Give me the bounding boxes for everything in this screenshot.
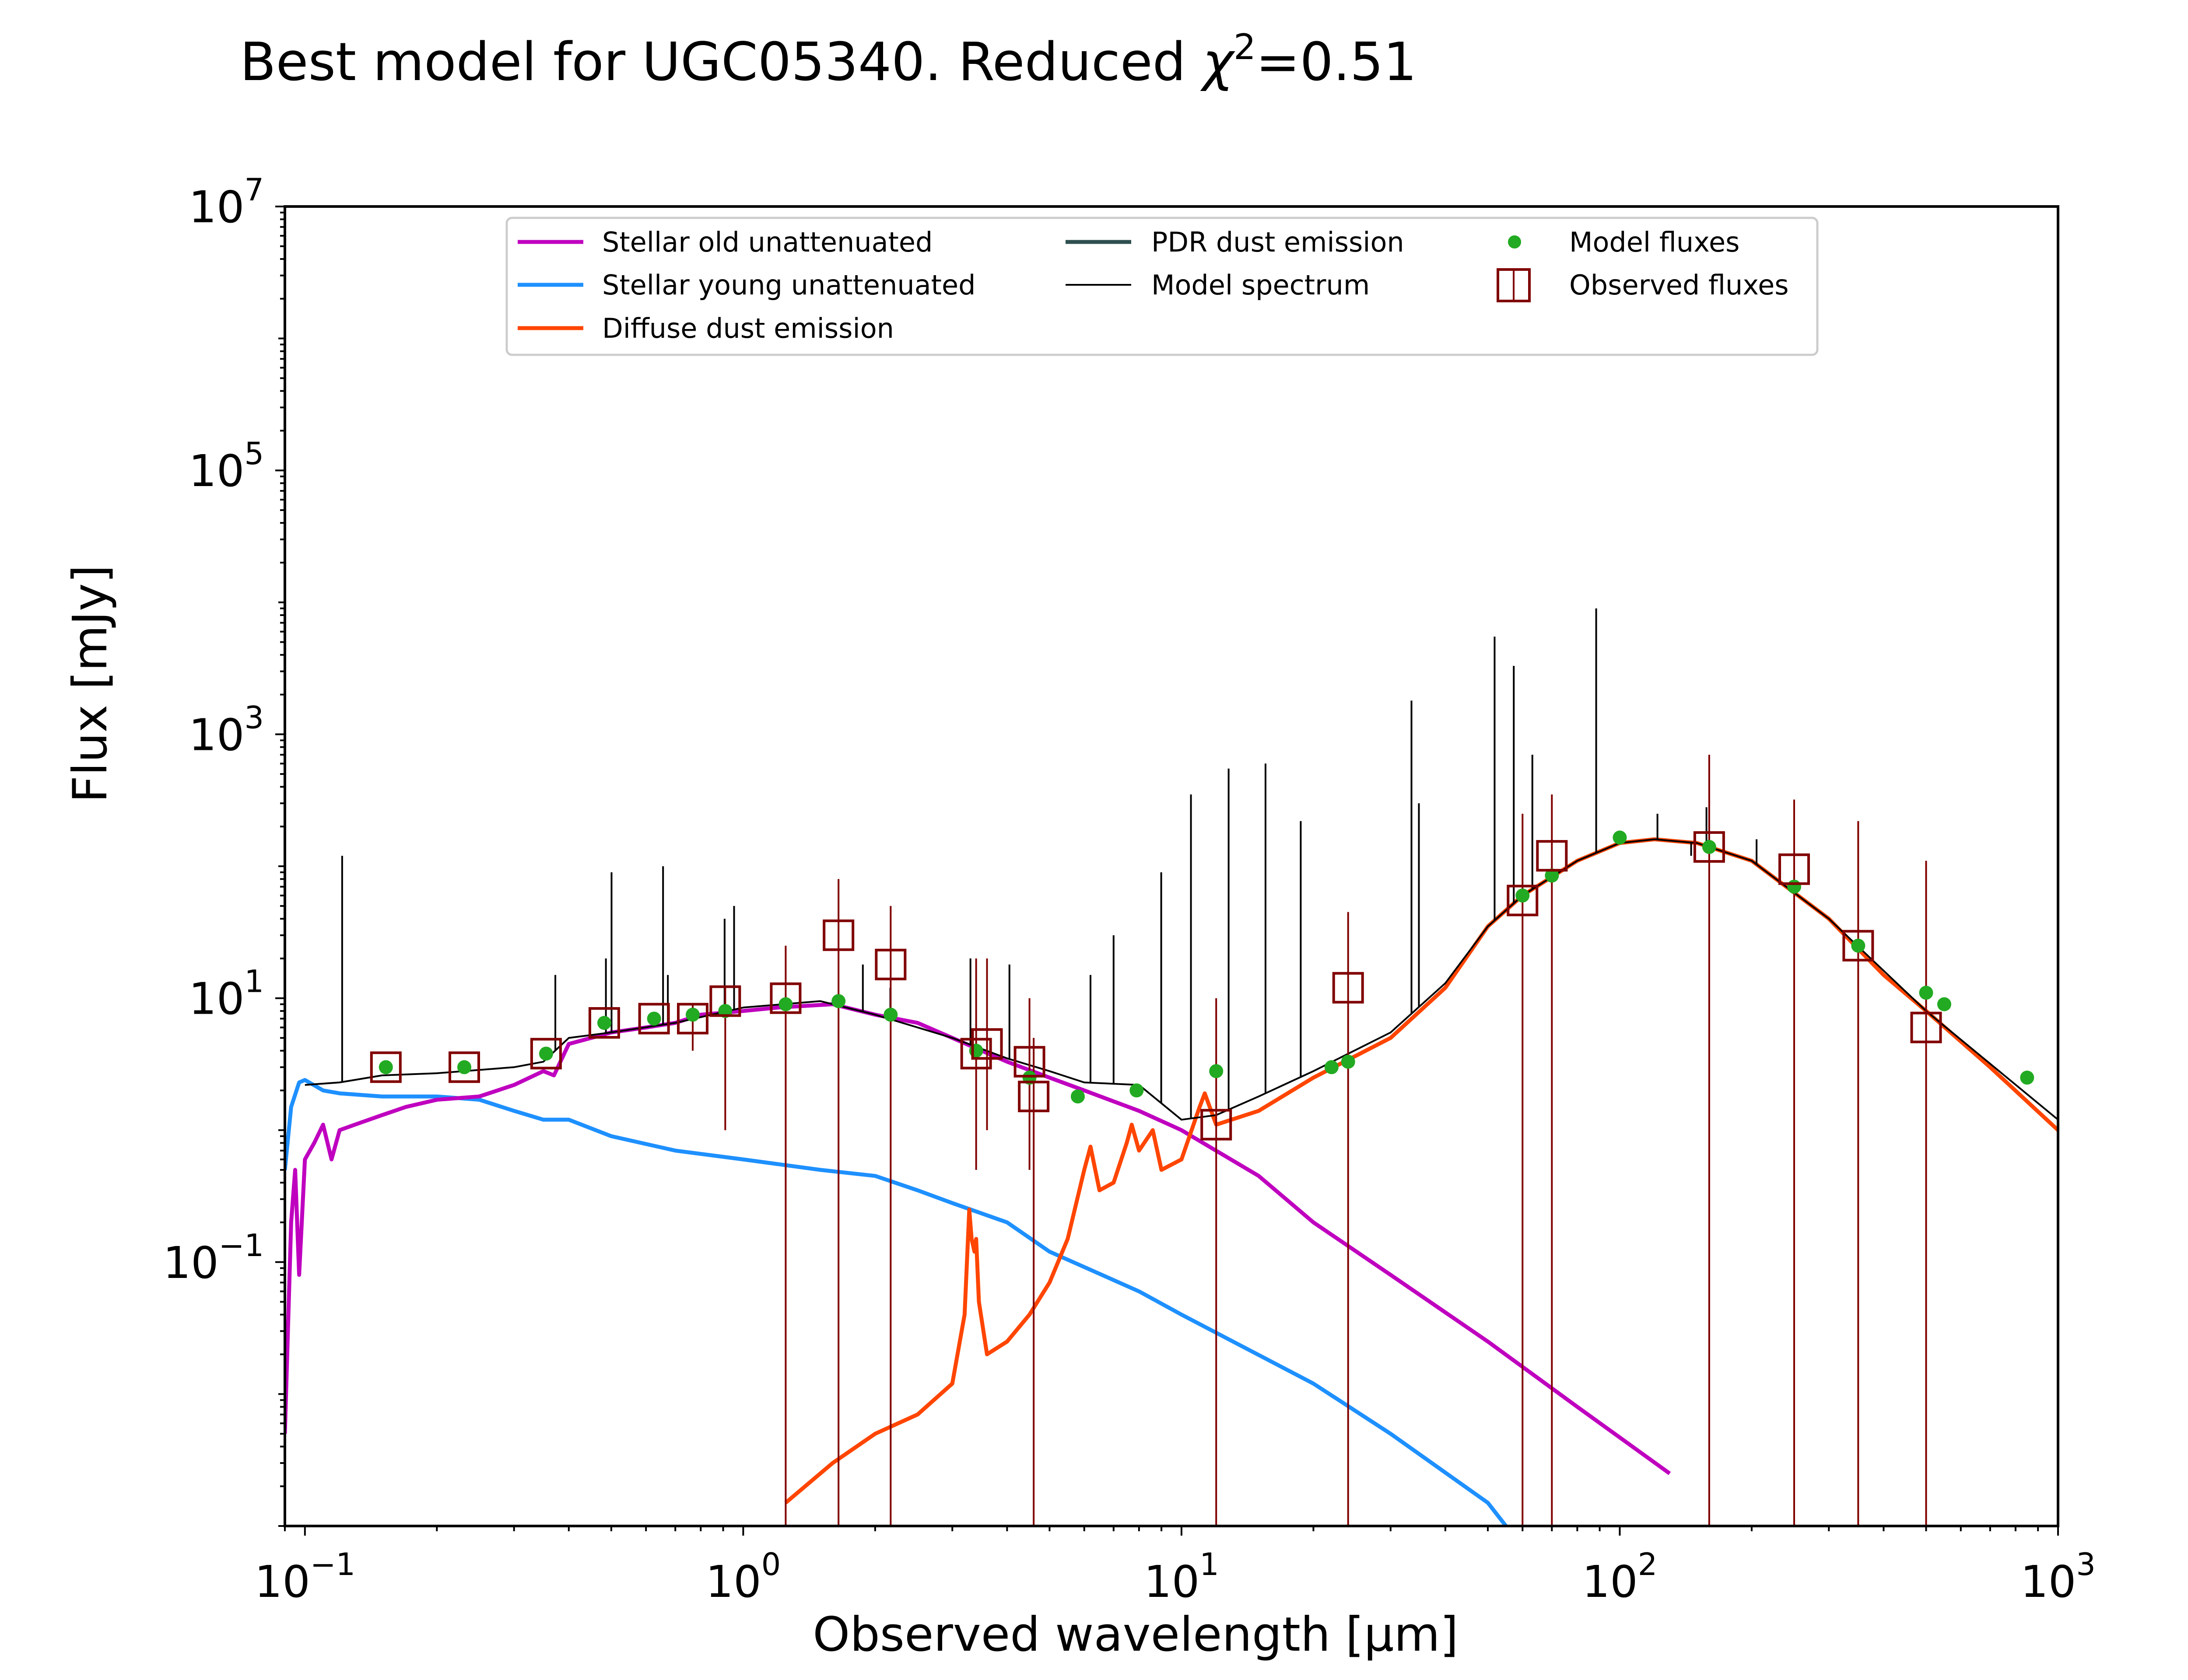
y-tick-label: 101 [189, 964, 264, 1025]
legend: Stellar old unattenuated Stellar young u… [505, 217, 1819, 356]
model-flux-point [2020, 1071, 2034, 1085]
model-flux-point [1919, 986, 1933, 1000]
model-flux-point [1209, 1064, 1224, 1078]
y-axis-label: Flux [mJy] [63, 565, 118, 803]
legend-label-diffuse-dust: Diffuse dust emission [602, 312, 894, 344]
observed-flux-marker [1013, 1046, 1045, 1078]
x-tick-label: 103 [2020, 1547, 2096, 1607]
observed-flux-marker [1910, 1012, 1942, 1043]
observed-flux-marker [1536, 840, 1568, 872]
model-flux-point [1129, 1083, 1144, 1098]
model-flux-point [1070, 1089, 1085, 1104]
observed-flux-marker [370, 1051, 402, 1083]
model-flux-point [1702, 840, 1716, 854]
legend-label-pdr-dust: PDR dust emission [1151, 226, 1404, 258]
model-flux-point [778, 997, 793, 1012]
observed-flux-marker [638, 1003, 670, 1035]
observed-flux-marker [677, 1003, 708, 1035]
model-flux-point [1545, 868, 1559, 883]
x-tick-label: 10−1 [255, 1547, 355, 1607]
legend-label-stellar-old: Stellar old unattenuated [602, 226, 933, 258]
x-axis-label: Observed wavelength [μm] [813, 1607, 1459, 1662]
y-tick-label: 107 [189, 172, 264, 233]
model-flux-point [1787, 879, 1802, 894]
legend-label-stellar-young: Stellar young unattenuated [602, 269, 975, 301]
model-flux-point [1937, 997, 1951, 1012]
plot-series [285, 608, 2058, 1526]
model-flux-point [457, 1060, 472, 1074]
model-flux-point [379, 1060, 393, 1074]
model-flux-point [597, 1016, 611, 1030]
observed-flux-marker [1842, 930, 1874, 962]
plot-frame [284, 205, 2059, 1527]
legend-frame [505, 217, 1819, 356]
series-stellar-young [285, 1078, 1508, 1526]
model-flux-point [1341, 1054, 1355, 1069]
model-flux-point [969, 1043, 983, 1058]
model-flux-point [884, 1008, 898, 1022]
legend-label-model-fluxes: Model fluxes [1569, 226, 1739, 258]
observed-flux-marker [1778, 853, 1810, 885]
observed-flux-marker [770, 982, 802, 1014]
model-flux-point [1851, 938, 1865, 953]
x-tick-label: 102 [1582, 1547, 1658, 1607]
observed-flux-marker [823, 919, 855, 951]
observed-flux-marker [588, 1007, 620, 1039]
legend-label-observed-fluxes: Observed fluxes [1569, 269, 1789, 301]
model-flux-point [647, 1012, 661, 1026]
observed-flux-marker [1507, 885, 1539, 917]
x-tick-label: 101 [1144, 1547, 1219, 1607]
legend-swatch-model-fluxes [1508, 235, 1521, 248]
series-diffuse-dust [784, 837, 2058, 1505]
model-flux-point [831, 994, 846, 1008]
chart-title: Best model for UGC05340. Reduced χ2=0.51 [240, 27, 1417, 93]
axis-ticks: 10−1 100 101 102 103 10−1 101 103 105 107 [163, 172, 2096, 1607]
model-flux-point [1613, 830, 1627, 845]
observed-flux-marker [1693, 831, 1725, 863]
y-tick-label: 103 [189, 700, 264, 760]
observed-flux-marker [530, 1038, 562, 1070]
plot-area: 10−1 100 101 102 103 10−1 101 103 105 107 [163, 172, 2096, 1607]
x-tick-label: 100 [705, 1547, 781, 1607]
observed-flux-marker [960, 1038, 992, 1070]
observed-flux-marker [971, 1028, 1003, 1060]
legend-label-model-spectrum: Model spectrum [1151, 269, 1370, 301]
model-flux-point [685, 1008, 700, 1022]
observed-flux-marker [1200, 1109, 1232, 1141]
model-flux-point [1324, 1060, 1339, 1074]
model-flux-point [1515, 888, 1530, 903]
model-flux-point [539, 1046, 553, 1061]
observed-flux-marker [875, 948, 907, 980]
y-tick-label: 10−1 [163, 1228, 264, 1288]
observed-flux-marker [709, 985, 741, 1017]
observed-flux-marker [1332, 972, 1364, 1004]
observed-flux-marker [449, 1051, 480, 1083]
observed-flux-marker [1018, 1081, 1050, 1113]
y-tick-label: 105 [189, 436, 264, 497]
